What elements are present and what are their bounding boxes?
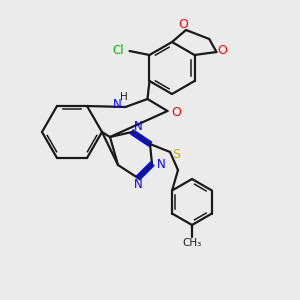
Text: S: S	[172, 148, 180, 161]
Text: N: N	[134, 121, 143, 134]
Text: N: N	[113, 98, 122, 112]
Text: N: N	[157, 158, 166, 170]
Text: Cl: Cl	[113, 44, 124, 56]
Text: CH₃: CH₃	[182, 238, 202, 248]
Text: O: O	[172, 106, 182, 119]
Text: O: O	[178, 19, 188, 32]
Text: O: O	[218, 44, 227, 56]
Text: H: H	[120, 92, 128, 102]
Text: N: N	[134, 178, 142, 190]
